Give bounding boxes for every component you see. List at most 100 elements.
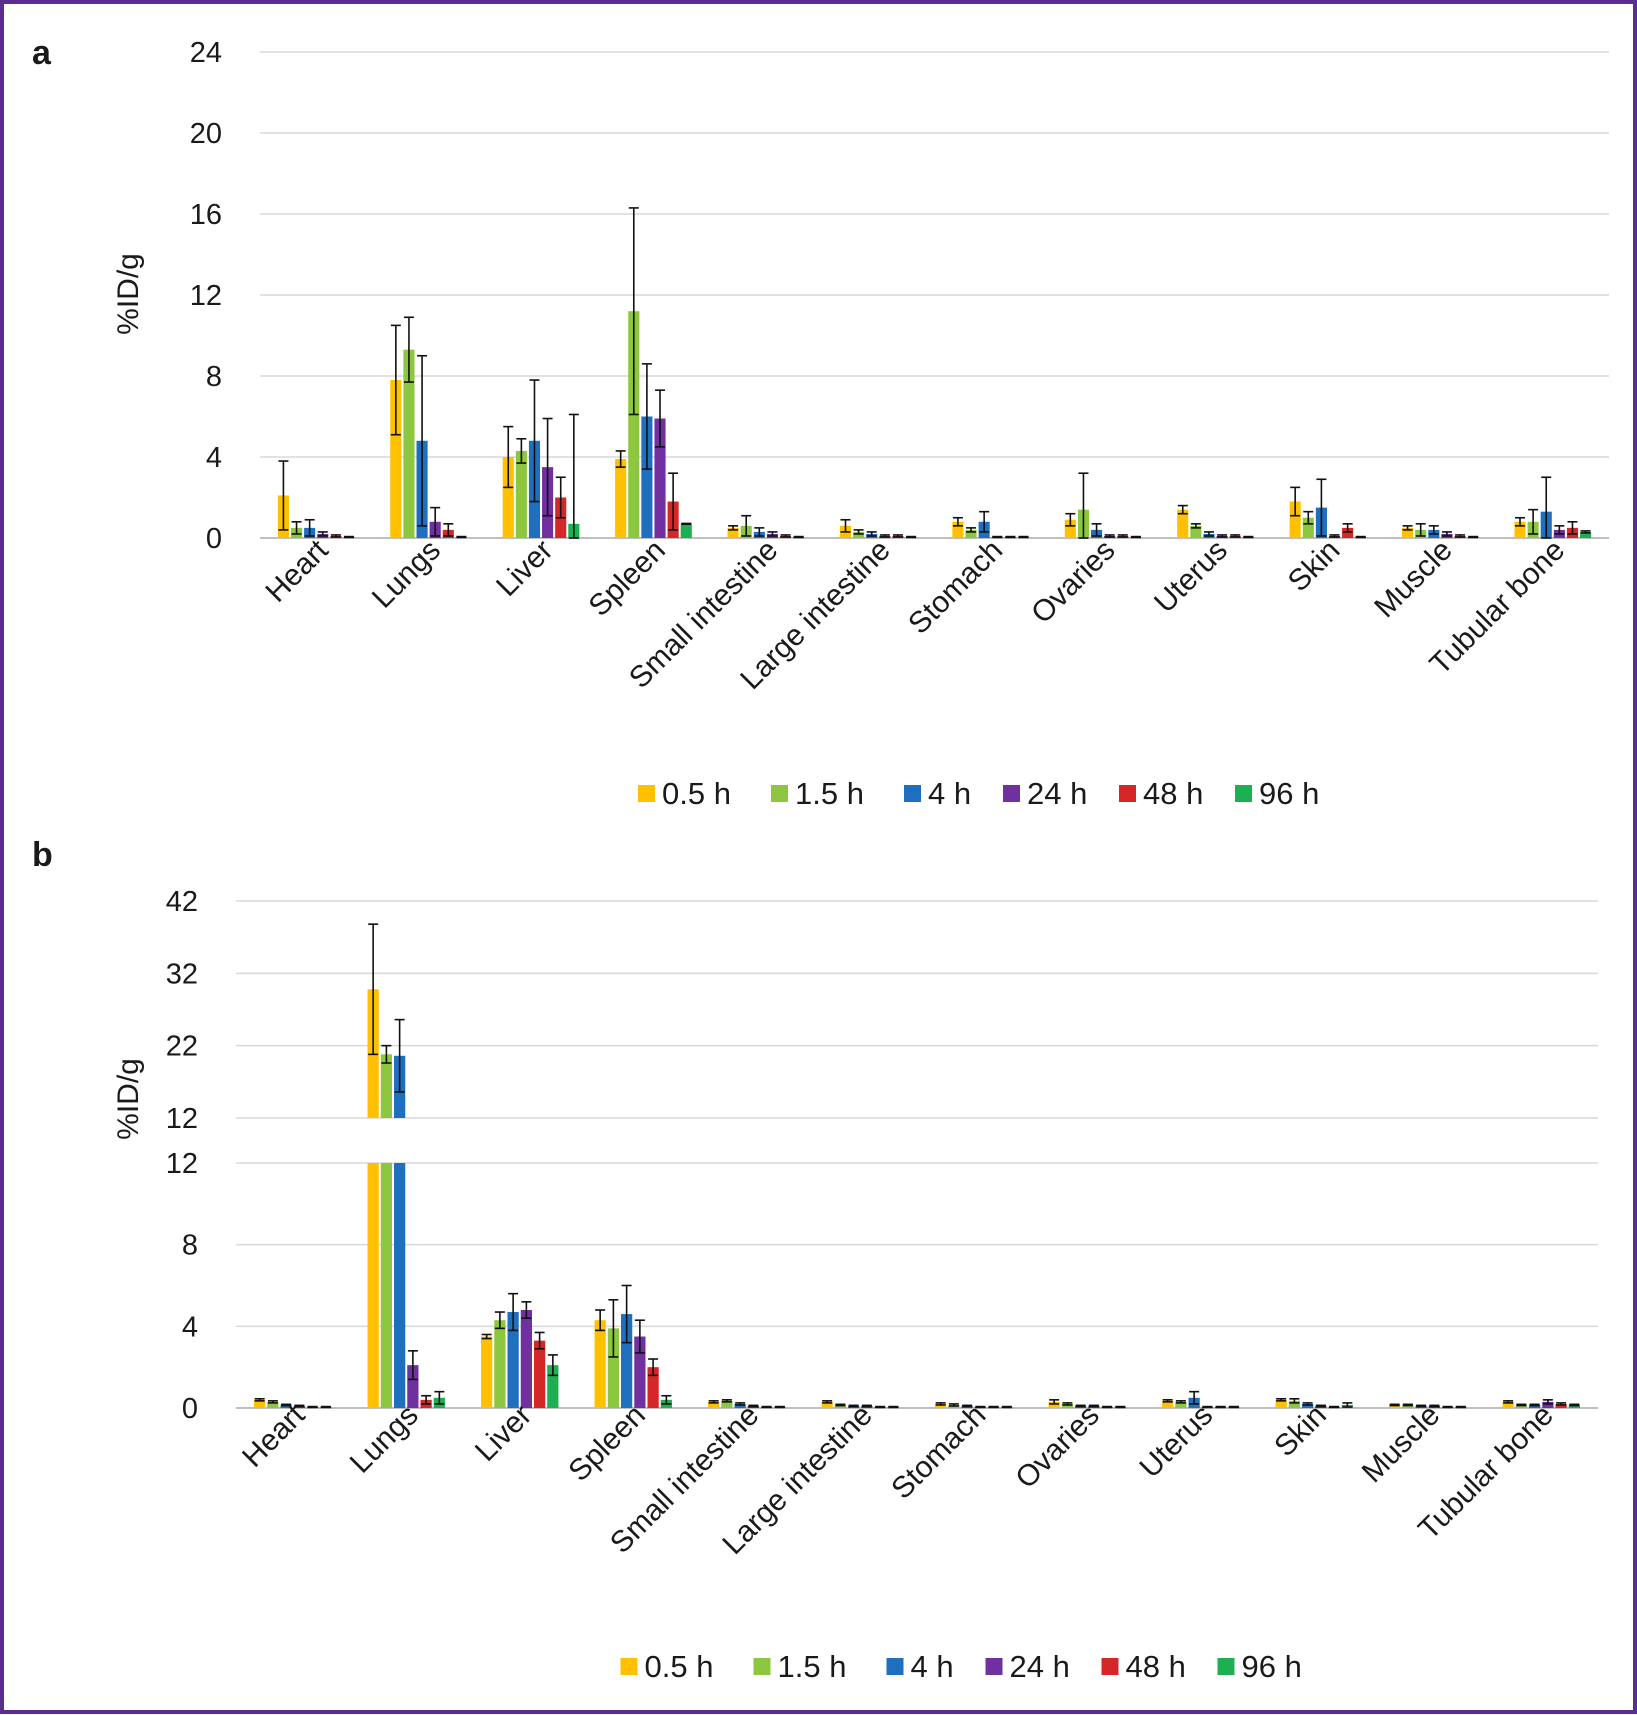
panel-a-bar-lungs-0-5-h (390, 380, 402, 538)
panel-b-bar-spleen-1-5-h (607, 1328, 620, 1408)
panel-b-category-label: Uterus (1134, 1399, 1220, 1485)
panel-b-bar-liver-4-h (507, 1312, 519, 1408)
panel-a-legend-label-4-h: 4 h (928, 776, 971, 811)
panel-b-y-tick-label: 32 (166, 958, 198, 990)
panel-b-bar-large-intestine-0-5-h (821, 1401, 833, 1408)
panel-a-bar-liver-1-5-h (515, 450, 527, 538)
panel-b-bar-spleen-0-5-h (594, 1320, 606, 1408)
panel-a-category-label: Uterus (1148, 534, 1234, 620)
panel-a-y-tick-label: 12 (190, 280, 222, 312)
panel-b-bar-tubular-bone-1-5-h (1515, 1404, 1528, 1408)
panel-b-bar-lungs-0-5-h (367, 1163, 379, 1408)
panel-b-bar-spleen-4-h (621, 1314, 633, 1408)
panel-b-y-axis-label: %ID/g (112, 1058, 145, 1140)
panel-b-legend-swatch-48-h (1101, 1658, 1119, 1675)
panel-b-legend-label-96-h: 96 h (1242, 1649, 1302, 1684)
panel-a-legend-label-96-h: 96 h (1259, 776, 1319, 811)
panel-b-bar-small-intestine-4-h (734, 1403, 746, 1408)
panel-b-bar-heart-1-5-h (267, 1401, 279, 1408)
panel-a-y-tick-label: 24 (190, 37, 222, 69)
panel-b-legend-label-0-5-h: 0.5 h (645, 1649, 714, 1684)
panel-b-bar-lungs-4-h (394, 1163, 406, 1408)
panel-b-y-tick-label: 8 (182, 1230, 198, 1262)
panel-b-legend-label-24-h: 24 h (1010, 1649, 1070, 1684)
panel-b-category-label: Ovaries (1009, 1399, 1105, 1495)
panel-b-bar-liver-0-5-h (481, 1336, 493, 1408)
panel-a-category-label: Liver (490, 534, 559, 603)
panel-a-category-label: Lungs (366, 534, 447, 615)
panel-a-legend-label-48-h: 48 h (1143, 776, 1203, 811)
panel-a-bar-spleen-24-h (654, 418, 666, 538)
panel-a-legend-label-1-5-h: 1.5 h (795, 776, 864, 811)
panel-b-bar-tubular-bone-96-h (1568, 1404, 1580, 1408)
panel-b-bar-spleen-48-h (647, 1367, 659, 1408)
panel-a-y-tick-label: 4 (206, 442, 222, 474)
panel-a-legend-label-24-h: 24 h (1027, 776, 1087, 811)
panel-a-legend-swatch-96-h (1235, 785, 1252, 802)
panel-b-bar-small-intestine-0-5-h (708, 1401, 720, 1408)
panel-b-category-label: Liver (469, 1399, 538, 1468)
panel-b-legend-label-4-h: 4 h (911, 1649, 954, 1684)
panel-b-bar-large-intestine-1-5-h (834, 1404, 847, 1408)
panel-b-bar-tubular-bone-48-h (1555, 1403, 1567, 1408)
panel-a-bar-tubular-bone-96-h (1580, 531, 1592, 538)
panel-a-y-axis-label: %ID/g (112, 253, 145, 335)
panel-b-bar-lungs-1-5-h (380, 1054, 393, 1118)
panel-b-bar-liver-48-h (533, 1340, 546, 1408)
panel-a-bar-small-intestine-0-5-h (727, 527, 739, 538)
panel-a-bar-uterus-1-5-h (1190, 525, 1202, 538)
panel-a-bar-large-intestine-1-5-h (853, 531, 865, 538)
panel-a-legend-swatch-24-h (1003, 785, 1020, 802)
panel-b-bar-liver-96-h (547, 1365, 559, 1408)
panel-b-bar-muscle-1-5-h (1402, 1404, 1414, 1408)
panel-a-bar-skin-1-5-h (1302, 517, 1314, 538)
panel-b-bar-liver-24-h (520, 1310, 532, 1408)
panel-b-legend-label-1-5-h: 1.5 h (778, 1649, 847, 1684)
panel-a-category-label: Heart (259, 533, 335, 609)
panel-a-bar-muscle-0-5-h (1402, 527, 1414, 538)
panel-a-legend-swatch-0-5-h (638, 785, 655, 802)
panel-b-category-label: Muscle (1356, 1399, 1447, 1490)
panel-b-bar-lungs-1-5-h (380, 1163, 393, 1408)
panel-a-category-label: Spleen (583, 534, 672, 623)
panel-a-y-tick-label: 16 (190, 199, 222, 231)
panel-b-legend-swatch-4-h (886, 1658, 904, 1675)
panel-b-bar-stomach-0-5-h (935, 1403, 947, 1408)
panel-b-y-tick-label: 12 (166, 1148, 198, 1180)
panel-b-bar-tubular-bone-0-5-h (1502, 1401, 1514, 1408)
panel-a-bar-lungs-1-5-h (403, 349, 415, 538)
panel-b-legend-swatch-1-5-h (753, 1658, 771, 1675)
panel-b-y-tick-label: 0 (182, 1393, 198, 1425)
panel-a-legend: 0.5 h 1.5 h 4 h 24 h 48 h 96 h (638, 776, 1319, 811)
panel-b-bar-tubular-bone-24-h (1542, 1401, 1554, 1408)
panel-b-bar-uterus-0-5-h (1162, 1400, 1174, 1408)
panel-a-y-tick-label: 20 (190, 118, 222, 150)
panel-b-category-label: Heart (236, 1398, 312, 1474)
figure-canvas: a %ID/g 0 4 8 12 16 20 24 Heart Lungs Liver Spleen… (32, 34, 1609, 1684)
panel-a-bar-spleen-1-5-h (628, 311, 640, 538)
panel-a-bar-spleen-96-h (680, 523, 692, 538)
panel-a-bar-skin-0-5-h (1289, 501, 1301, 538)
panel-a-bar-stomach-1-5-h (965, 529, 977, 538)
panel-b-bar-skin-0-5-h (1275, 1399, 1287, 1408)
panel-b-legend-swatch-0-5-h (620, 1658, 638, 1675)
panel-b-bar-liver-1-5-h (494, 1320, 506, 1408)
panel-b-bar-ovaries-0-5-h (1048, 1401, 1060, 1408)
panel-a-y-tick-label: 8 (206, 361, 222, 393)
panel-b-bar-uterus-1-5-h (1175, 1401, 1187, 1408)
panel-b-legend: 0.5 h 1.5 h 4 h 24 h 48 h 96 h (620, 1649, 1302, 1684)
panel-b-bar-spleen-24-h (634, 1336, 646, 1408)
panel-b-bar-small-intestine-1-5-h (721, 1400, 733, 1408)
panel-a-bar-ovaries-0-5-h (1064, 519, 1076, 538)
panel-a-category-label: Stomach (902, 534, 1009, 641)
panel-a-bar-skin-48-h (1342, 527, 1354, 538)
panel-b-bar-ovaries-1-5-h (1061, 1403, 1074, 1408)
panel-b-y-tick-label: 4 (182, 1311, 198, 1343)
panel-b-bar-tubular-bone-4-h (1529, 1404, 1541, 1408)
panel-b-bar-muscle-0-5-h (1389, 1404, 1401, 1408)
panel-b-bar-lungs-24-h (407, 1365, 419, 1408)
panel-a-bar-spleen-0-5-h (615, 459, 627, 538)
panel-a-bar-liver-0-5-h (502, 457, 514, 538)
panel-b-category-label: Stomach (885, 1399, 992, 1506)
